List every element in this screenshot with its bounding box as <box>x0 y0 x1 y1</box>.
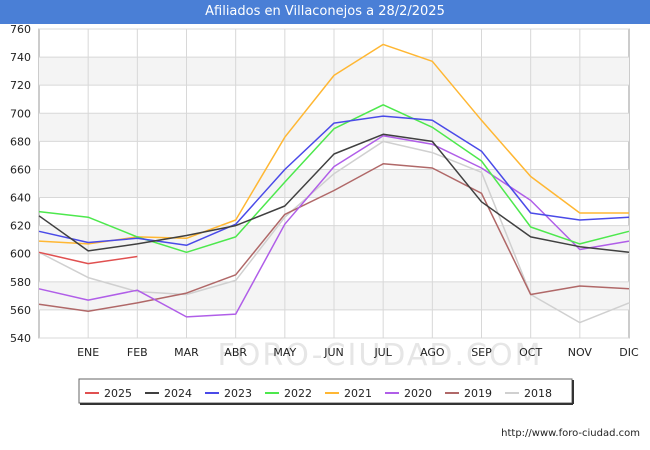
series-line-2023 <box>38 115 630 247</box>
legend-label-2019: 2019 <box>464 387 492 400</box>
x-tick-label: SEP <box>471 346 492 359</box>
x-tick-label: JUL <box>373 346 392 359</box>
x-tick-label: DIC <box>619 346 639 359</box>
x-tick-label: FEB <box>127 346 148 359</box>
source-url[interactable]: http://www.foro-ciudad.com <box>501 428 640 439</box>
y-tick-label: 680 <box>10 135 31 148</box>
y-tick-label: 760 <box>10 23 31 36</box>
y-tick-label: 560 <box>10 304 31 317</box>
y-tick-label: 700 <box>10 107 31 120</box>
x-tick-label: JUN <box>323 346 344 359</box>
x-tick-label: MAR <box>174 346 199 359</box>
y-tick-label: 620 <box>10 220 31 233</box>
legend-label-2018: 2018 <box>524 387 552 400</box>
chart-title: Afiliados en Villaconejos a 28/2/2025 <box>0 0 650 24</box>
y-tick-label: 540 <box>10 332 31 345</box>
legend-items: 2025 2024 2023 2022 2021 2020 2019 2018 <box>85 387 552 400</box>
legend-label-2020: 2020 <box>404 387 432 400</box>
legend-label-2025: 2025 <box>104 387 132 400</box>
x-tick-label: OCT <box>519 346 542 359</box>
series-line-2024 <box>38 133 630 254</box>
x-tick-label: AGO <box>420 346 445 359</box>
legend-label-2021: 2021 <box>344 387 372 400</box>
x-tick-label: ENE <box>77 346 99 359</box>
y-tick-label: 580 <box>10 276 31 289</box>
legend-label-2022: 2022 <box>284 387 312 400</box>
legend-label-2023: 2023 <box>224 387 252 400</box>
y-tick-label: 660 <box>10 163 31 176</box>
y-axis-ticks: 540 560 580 600 620 640 660 680 700 720 740 760 <box>10 23 31 345</box>
legend: 2025 2024 2023 2022 2021 2020 2019 2018 <box>78 378 574 405</box>
x-axis-ticks: ENE FEB MAR ABR MAY JUN JUL AGO SEP OCT NOV DIC <box>77 346 639 359</box>
series-line-2019 <box>38 163 630 313</box>
legend-label-2024: 2024 <box>164 387 192 400</box>
series-line-2020 <box>38 134 630 318</box>
series-lines <box>38 43 630 324</box>
y-tick-label: 740 <box>10 51 31 64</box>
y-tick-label: 720 <box>10 79 31 92</box>
y-tick-label: 600 <box>10 248 31 261</box>
watermark: FORO-CIUDAD.COM <box>218 338 543 373</box>
x-tick-label: ABR <box>224 346 247 359</box>
x-tick-label: NOV <box>568 346 593 359</box>
legend-frame <box>78 378 573 404</box>
x-tick-label: MAY <box>273 346 296 359</box>
series-line-2025 <box>38 251 138 265</box>
series-line-2022 <box>38 104 630 254</box>
y-tick-label: 640 <box>10 192 31 205</box>
